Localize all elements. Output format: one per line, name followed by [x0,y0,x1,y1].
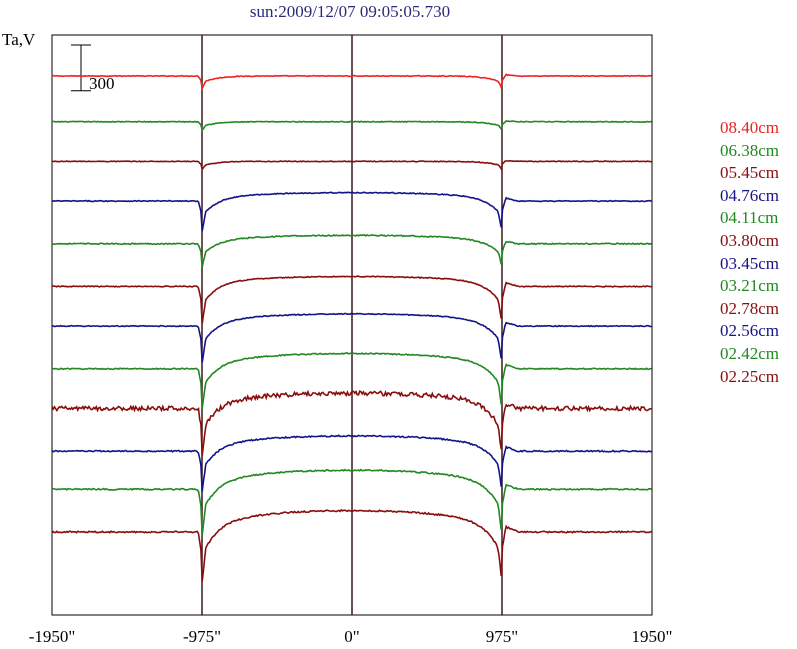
series-line-02.56cm [51,434,652,492]
series-line-05.45cm [52,159,652,172]
x-tick-label: 1950" [632,627,673,646]
legend-entry: 02.56cm [720,321,780,341]
series-line-04.76cm [51,191,652,232]
series-line-06.38cm [51,119,652,133]
legend-entry: 03.80cm [720,230,780,250]
legend-entry: 02.25cm [720,366,780,386]
legend-entry: 04.11cm [720,208,779,228]
x-tick-label: -1950" [29,627,76,646]
series-line-08.40cm [51,73,652,92]
legend-entry: 03.45cm [720,253,780,273]
x-tick-label: -975" [183,627,221,646]
series-line-02.78cm [51,389,652,456]
scale-bar-label: 300 [89,74,115,93]
legend-entry: 02.42cm [720,343,780,363]
series-line-03.80cm [51,275,652,324]
series-line-04.11cm [51,233,652,268]
series-line-03.21cm [51,352,652,409]
series-line-03.45cm [51,312,652,363]
legend-entry: 05.45cm [720,163,780,183]
series-line-02.42cm [51,468,652,536]
y-axis-label: Ta,V [2,30,36,49]
chart-title: sun:2009/12/07 09:05:05.730 [249,2,451,21]
legend-entry: 06.38cm [720,140,780,160]
series-line-02.25cm [51,508,652,582]
legend: 08.40cm 06.38cm 05.45cm 04.76cm 04.11cm 03.80… [720,117,779,388]
x-tick-label: 975" [486,627,518,646]
x-tick-label: 0" [344,627,359,646]
legend-entry: 08.40cm [720,118,780,137]
legend-entry: 04.76cm [720,185,780,205]
legend-entry: 02.78cm [720,298,780,318]
legend-entry: 03.21cm [720,276,780,296]
